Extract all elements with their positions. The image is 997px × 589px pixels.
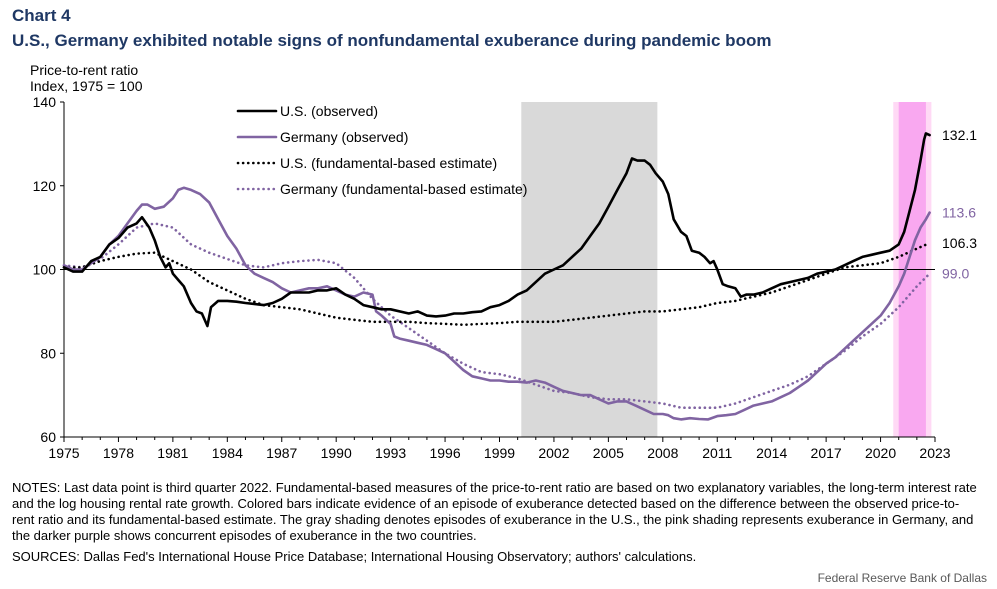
x-tick-label: 1999	[484, 445, 515, 461]
chart-title: U.S., Germany exhibited notable signs of…	[12, 31, 772, 50]
series-line-3	[62, 222, 931, 409]
end-labels-layer: 132.1 113.6 106.3 99.0	[942, 127, 977, 282]
chart-notes: NOTES: Last data point is third quarter …	[12, 480, 977, 543]
chart-number: Chart 4	[12, 6, 71, 25]
series-line-1	[62, 186, 931, 421]
series-line-0	[62, 132, 931, 328]
x-tick-label: 1984	[212, 445, 243, 461]
x-tick-label: 1987	[266, 445, 297, 461]
series-line-2	[62, 241, 931, 327]
x-tick-label: 1975	[48, 445, 79, 461]
x-tick-label: 2011	[702, 445, 732, 461]
legend-label-1: Germany (observed)	[280, 129, 408, 145]
x-tick-label: 2023	[919, 445, 950, 461]
y-axis-label: Price-to-rent ratio Index, 1975 = 100	[30, 62, 143, 94]
end-label-0: 132.1	[942, 127, 977, 143]
credit-line: Federal Reserve Bank of Dallas	[817, 571, 987, 585]
x-tick-label: 1990	[321, 445, 352, 461]
x-tick-label: 2008	[647, 445, 678, 461]
y-axis-label-line2: Index, 1975 = 100	[30, 78, 143, 94]
y-tick-label: 140	[33, 94, 57, 110]
x-tick-label: 2005	[593, 445, 624, 461]
x-tick-label: 1993	[375, 445, 406, 461]
end-label-1: 113.6	[942, 205, 976, 221]
x-tick-label: 2017	[811, 445, 842, 461]
y-tick-label: 120	[33, 178, 57, 194]
legend-label-2: U.S. (fundamental-based estimate)	[280, 155, 497, 171]
x-tick-label: 2002	[538, 445, 569, 461]
x-tick-label: 1981	[157, 445, 188, 461]
x-tick-label: 2020	[865, 445, 896, 461]
series-layer	[62, 132, 931, 421]
y-axis-label-line1: Price-to-rent ratio	[30, 62, 139, 78]
legend-label-3: Germany (fundamental-based estimate)	[280, 181, 527, 197]
legend: U.S. (observed) Germany (observed) U.S. (f…	[236, 103, 527, 197]
end-label-2: 106.3	[942, 235, 977, 251]
legend-label-0: U.S. (observed)	[280, 103, 378, 119]
x-tick-label: 1996	[429, 445, 460, 461]
y-tick-label: 60	[40, 429, 56, 445]
line-chart: 60 80 100 120 140 1975 1978 1981 1984 1987 1990 199…	[33, 94, 978, 461]
x-tick-label: 2014	[756, 445, 787, 461]
end-label-3: 99.0	[942, 266, 969, 282]
chart-sources: SOURCES: Dallas Fed's International Hous…	[12, 549, 697, 564]
axes-layer: 60 80 100 120 140 1975 1978 1981 1984 1987 1990 199…	[33, 94, 951, 461]
y-tick-label: 80	[40, 345, 56, 361]
y-tick-label: 100	[33, 262, 57, 278]
x-tick-label: 1978	[103, 445, 134, 461]
